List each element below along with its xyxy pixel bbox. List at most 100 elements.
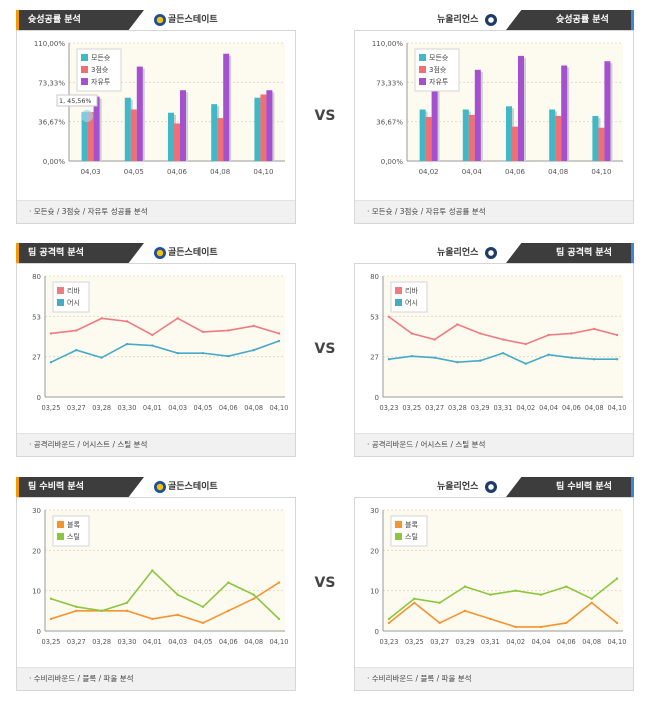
data-point[interactable] — [456, 361, 459, 364]
bar-자유투[interactable] — [266, 90, 273, 161]
data-point[interactable] — [615, 333, 619, 337]
data-point[interactable] — [49, 361, 53, 364]
data-point[interactable] — [151, 617, 154, 621]
data-point[interactable] — [456, 323, 459, 326]
data-point[interactable] — [100, 356, 103, 359]
series-line-어시[interactable] — [50, 340, 280, 363]
bar-자유투[interactable] — [136, 66, 143, 161]
data-point[interactable] — [547, 353, 550, 356]
data-point[interactable] — [176, 613, 179, 617]
data-point[interactable] — [176, 317, 179, 320]
bar-3점슛[interactable] — [130, 109, 137, 161]
data-point[interactable] — [227, 329, 230, 332]
data-point[interactable] — [524, 362, 527, 365]
data-point[interactable] — [438, 621, 441, 625]
data-point[interactable] — [514, 589, 517, 592]
bar-자유투[interactable] — [561, 65, 568, 161]
data-point[interactable] — [387, 357, 391, 361]
data-point[interactable] — [539, 625, 543, 629]
data-point[interactable] — [252, 593, 255, 596]
data-point[interactable] — [463, 585, 467, 588]
data-point[interactable] — [565, 621, 568, 625]
data-point[interactable] — [593, 357, 596, 361]
bar-3점슛[interactable] — [217, 118, 224, 161]
data-point[interactable] — [615, 621, 619, 625]
data-point[interactable] — [277, 617, 281, 621]
data-point[interactable] — [387, 621, 391, 625]
series-line-스틸[interactable] — [388, 577, 618, 620]
data-point[interactable] — [151, 333, 154, 337]
data-point[interactable] — [125, 342, 129, 346]
bar-3점슛[interactable] — [174, 123, 180, 161]
bar-3점슛[interactable] — [260, 94, 267, 161]
data-point[interactable] — [125, 609, 129, 613]
data-point[interactable] — [75, 348, 78, 352]
data-point[interactable] — [151, 569, 154, 572]
data-point[interactable] — [410, 332, 413, 335]
bar-모든슛[interactable] — [462, 109, 469, 161]
bar-모든슛[interactable] — [254, 97, 261, 161]
series-line-블록[interactable] — [50, 581, 280, 624]
bar-자유투[interactable] — [180, 90, 186, 161]
data-point[interactable] — [151, 344, 154, 347]
data-point[interactable] — [227, 354, 230, 358]
bar-3점슛[interactable] — [555, 115, 562, 161]
data-point[interactable] — [201, 605, 205, 608]
bar-3점슛[interactable] — [87, 112, 94, 161]
data-point[interactable] — [387, 315, 391, 319]
data-point[interactable] — [227, 581, 230, 584]
data-point[interactable] — [433, 356, 436, 359]
series-line-스틸[interactable] — [50, 569, 280, 620]
bar-모든슛[interactable] — [419, 109, 426, 161]
data-point[interactable] — [277, 339, 281, 343]
data-point[interactable] — [413, 601, 416, 604]
data-point[interactable] — [176, 593, 179, 596]
data-point[interactable] — [479, 359, 482, 362]
data-point[interactable] — [75, 605, 78, 608]
data-point[interactable] — [125, 320, 129, 323]
bar-모든슛[interactable] — [549, 109, 556, 161]
data-point[interactable] — [387, 617, 391, 621]
data-point[interactable] — [593, 327, 596, 331]
bar-3점슛[interactable] — [598, 127, 605, 161]
data-point[interactable] — [410, 354, 413, 358]
data-point[interactable] — [590, 597, 593, 600]
data-point[interactable] — [176, 351, 179, 355]
data-point[interactable] — [463, 609, 467, 613]
series-line-블록[interactable] — [388, 601, 618, 628]
bar-3점슛[interactable] — [468, 114, 475, 161]
data-point[interactable] — [570, 356, 573, 359]
data-point[interactable] — [539, 593, 543, 596]
data-point[interactable] — [501, 338, 505, 341]
data-point[interactable] — [547, 333, 550, 337]
data-point[interactable] — [570, 332, 573, 335]
data-point[interactable] — [489, 617, 492, 621]
bar-자유투[interactable] — [431, 77, 438, 161]
data-point[interactable] — [201, 351, 205, 355]
data-point[interactable] — [49, 332, 53, 335]
bar-모든슛[interactable] — [506, 106, 512, 161]
data-point[interactable] — [479, 332, 482, 335]
bar-모든슛[interactable] — [168, 112, 174, 161]
data-point[interactable] — [524, 342, 527, 346]
data-point[interactable] — [413, 597, 416, 600]
bar-자유투[interactable] — [93, 96, 100, 161]
data-point[interactable] — [49, 617, 53, 621]
data-point[interactable] — [590, 601, 593, 604]
data-point[interactable] — [501, 351, 505, 355]
series-line-리바[interactable] — [50, 317, 280, 336]
bar-모든슛[interactable] — [81, 112, 88, 161]
data-point[interactable] — [227, 609, 230, 613]
bar-모든슛[interactable] — [211, 104, 218, 161]
bar-모든슛[interactable] — [592, 115, 599, 161]
data-point[interactable] — [489, 593, 492, 596]
data-point[interactable] — [277, 581, 281, 584]
data-point[interactable] — [252, 597, 255, 600]
data-point[interactable] — [252, 348, 255, 352]
data-point[interactable] — [433, 338, 436, 341]
data-point[interactable] — [75, 609, 78, 613]
data-point[interactable] — [615, 577, 619, 580]
data-point[interactable] — [615, 357, 619, 361]
data-point[interactable] — [201, 621, 205, 625]
data-point[interactable] — [100, 317, 103, 320]
